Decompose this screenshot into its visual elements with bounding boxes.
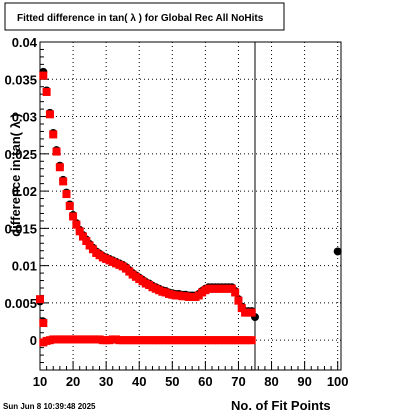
data-point-red bbox=[59, 177, 68, 186]
data-point-red bbox=[82, 237, 91, 246]
data-point-red bbox=[45, 110, 54, 119]
data-point-red bbox=[36, 295, 44, 304]
chart-title: Fitted difference in tan( λ ) for Global… bbox=[17, 13, 264, 24]
y-axis-title: difference in tan( λ ) bbox=[8, 113, 23, 237]
data-marks bbox=[36, 67, 342, 347]
plot-area bbox=[40, 42, 341, 370]
y-tick-label: 0.04 bbox=[12, 35, 38, 50]
data-point-red bbox=[49, 130, 58, 139]
data-point-red bbox=[52, 147, 61, 156]
data-point-red bbox=[75, 227, 84, 236]
y-tick-label: 0.025 bbox=[4, 147, 37, 162]
y-tick-label: 0.02 bbox=[12, 184, 37, 199]
data-point-red bbox=[237, 304, 246, 313]
y-tick-label: 0.01 bbox=[12, 259, 37, 274]
x-tick-label: 60 bbox=[198, 374, 212, 389]
title-box bbox=[4, 2, 285, 31]
data-point-red bbox=[55, 163, 64, 172]
x-tick-label: 10 bbox=[33, 374, 47, 389]
x-tick-labels: 10 20 30 40 50 60 70 80 90 100 bbox=[33, 374, 349, 389]
x-tick-label: 50 bbox=[165, 374, 179, 389]
y-tick-label: 0 bbox=[30, 333, 37, 348]
data-point-red bbox=[79, 232, 87, 241]
data-point-red bbox=[39, 319, 48, 328]
data-point-red bbox=[62, 190, 71, 199]
data-point-red bbox=[247, 336, 256, 345]
timestamp: Sun Jun 8 10:39:48 2025 bbox=[3, 402, 96, 411]
y-tick-label: 0.03 bbox=[12, 110, 37, 125]
data-point-red bbox=[234, 296, 243, 305]
x-axis-title: No. of Fit Points bbox=[231, 398, 331, 413]
data-point-red bbox=[65, 202, 74, 210]
data-point-red bbox=[42, 87, 51, 96]
y-tick-label: 0.005 bbox=[4, 296, 37, 311]
data-point-black bbox=[333, 247, 342, 256]
x-tick-label: 90 bbox=[297, 374, 311, 389]
x-tick-label: 40 bbox=[132, 374, 146, 389]
data-point-red bbox=[72, 220, 81, 229]
y-tick-label: 0.035 bbox=[4, 72, 37, 87]
grid bbox=[40, 41, 341, 370]
data-point-red bbox=[231, 288, 240, 297]
data-point-red bbox=[39, 71, 48, 80]
data-point-red bbox=[247, 308, 256, 317]
y-tick-label: 0.015 bbox=[4, 221, 37, 236]
y-tick-labels: 0 0.005 0.01 0.015 0.02 0.025 0.03 0.035 0.04 bbox=[4, 35, 37, 348]
x-tick-label: 20 bbox=[66, 374, 80, 389]
data-point-red bbox=[69, 212, 78, 221]
x-tick-label: 30 bbox=[99, 374, 113, 389]
x-tick-label: 80 bbox=[264, 374, 278, 389]
x-tick-label: 100 bbox=[327, 374, 349, 389]
x-tick-label: 70 bbox=[231, 374, 245, 389]
